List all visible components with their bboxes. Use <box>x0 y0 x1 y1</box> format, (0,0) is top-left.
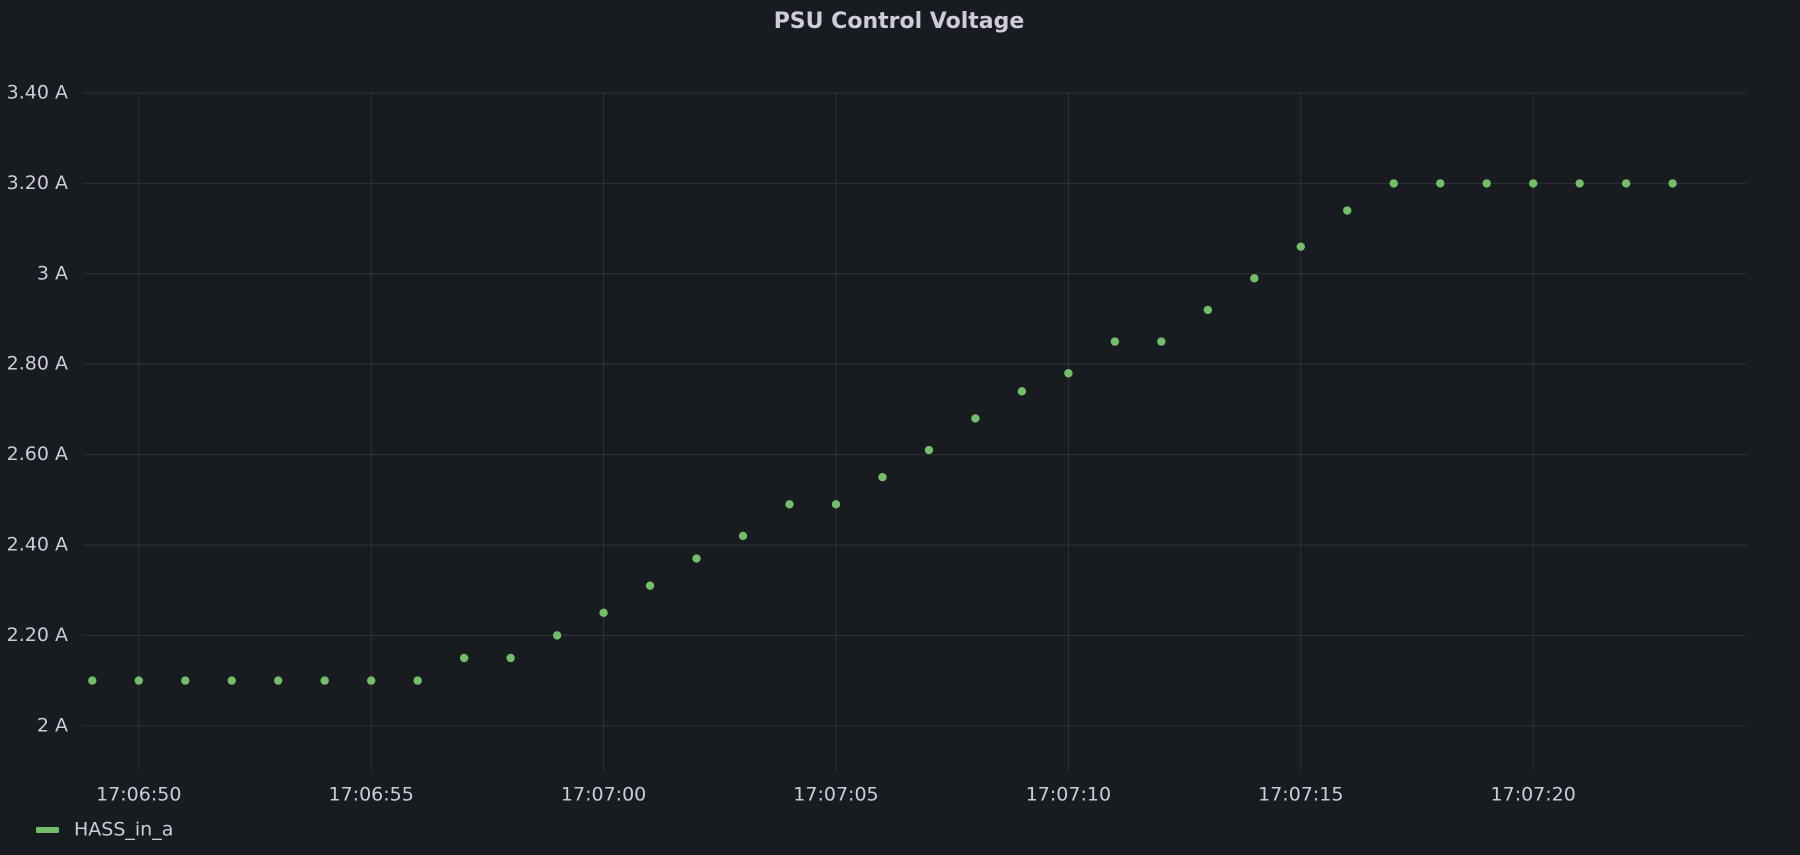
data-point <box>1482 179 1491 188</box>
data-point <box>1296 242 1305 251</box>
x-tick-label: 17:07:00 <box>561 784 646 806</box>
y-tick-label: 3.40 A <box>7 82 68 104</box>
legend-label: HASS_in_a <box>74 819 173 841</box>
y-tick-label: 2 A <box>37 714 68 736</box>
data-point <box>645 581 655 590</box>
data-point <box>738 531 748 541</box>
data-point <box>1389 179 1398 188</box>
y-tick-label: 2.40 A <box>7 534 68 556</box>
legend-swatch <box>36 827 59 833</box>
y-tick-label: 2.80 A <box>7 353 68 375</box>
data-point <box>227 676 236 685</box>
data-point <box>459 653 469 663</box>
data-point <box>1250 274 1259 283</box>
data-point <box>1017 387 1027 396</box>
data-point <box>1668 179 1677 188</box>
data-point <box>320 676 329 685</box>
data-point <box>506 653 515 663</box>
y-tick-label: 2.20 A <box>7 624 68 646</box>
data-point <box>692 554 701 563</box>
data-point <box>1343 206 1352 215</box>
data-point <box>831 500 841 509</box>
data-point <box>134 676 143 685</box>
x-tick-label: 17:07:20 <box>1491 784 1576 806</box>
data-point <box>88 676 97 685</box>
data-point <box>1157 337 1166 346</box>
data-point <box>971 414 980 423</box>
data-point <box>1436 179 1445 188</box>
y-tick-label: 3.20 A <box>7 172 68 194</box>
data-point <box>413 676 422 685</box>
data-point <box>1064 369 1073 378</box>
y-tick-label: 3 A <box>37 262 68 284</box>
data-point <box>1621 179 1631 188</box>
data-point <box>1110 337 1120 346</box>
y-tick-label: 2.60 A <box>7 443 68 465</box>
x-tick-label: 17:07:05 <box>793 784 878 806</box>
data-point <box>1528 179 1538 188</box>
data-point <box>785 500 794 509</box>
data-point <box>878 473 887 482</box>
data-point <box>599 608 608 617</box>
data-point <box>366 676 376 685</box>
x-tick-label: 17:06:50 <box>96 784 181 806</box>
data-point <box>1203 305 1213 315</box>
data-point <box>552 631 562 640</box>
data-point <box>274 676 283 685</box>
x-tick-label: 17:07:10 <box>1026 784 1111 806</box>
x-tick-label: 17:06:55 <box>329 784 414 806</box>
data-point <box>924 445 934 455</box>
chart-title: PSU Control Voltage <box>774 9 1025 34</box>
x-tick-label: 17:07:15 <box>1258 784 1343 806</box>
data-point <box>181 676 190 685</box>
data-point <box>1575 179 1584 188</box>
